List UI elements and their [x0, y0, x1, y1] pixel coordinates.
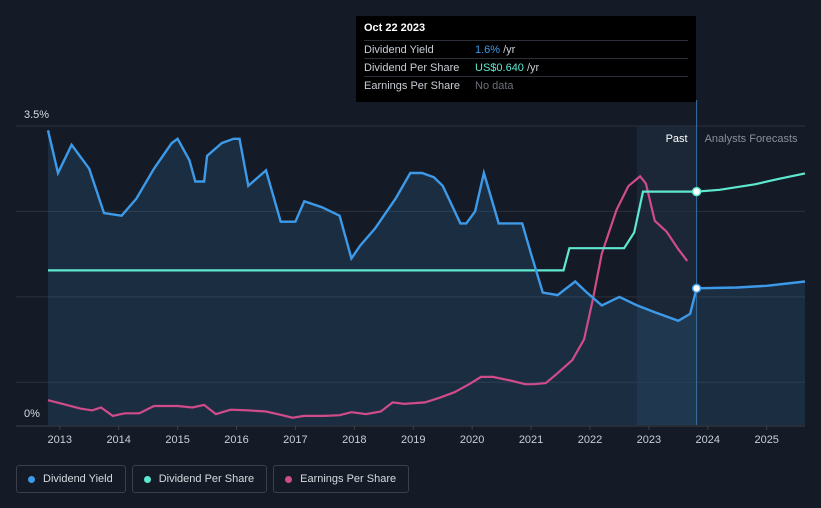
dps-hover-dot	[691, 186, 702, 197]
x-tick-label: 2024	[696, 434, 720, 446]
tooltip-value: US$0.640	[475, 61, 524, 74]
tooltip: Oct 22 2023 Dividend Yield 1.6% /yr Divi…	[356, 16, 696, 102]
x-tick-label: 2014	[106, 434, 130, 446]
eps-line	[47, 174, 689, 419]
legend: Dividend Yield Dividend Per Share Earnin…	[16, 465, 410, 493]
dps-line	[48, 172, 806, 272]
tooltip-row-yield: Dividend Yield 1.6% /yr	[364, 40, 688, 58]
legend-label: Dividend Yield	[43, 473, 113, 485]
tooltip-row-dps: Dividend Per Share US$0.640 /yr	[364, 58, 688, 76]
y-tick-label: 3.5%	[24, 109, 49, 121]
legend-label: Dividend Per Share	[158, 473, 255, 485]
dividend-per-share-dot-icon	[143, 475, 151, 483]
tooltip-value: 1.6%	[475, 43, 501, 56]
legend-label: Earnings Per Share	[300, 473, 397, 485]
x-tick-label: 2016	[224, 434, 248, 446]
tooltip-value: No data	[475, 79, 514, 92]
x-tick-label: 2023	[637, 434, 661, 446]
tooltip-row-eps: Earnings Per Share No data	[364, 76, 688, 94]
forecast-label: Analysts Forecasts	[705, 133, 798, 145]
legend-item-dividend-yield[interactable]: Dividend Yield	[16, 465, 126, 493]
dividend-yield-line	[46, 130, 806, 323]
tooltip-date: Oct 22 2023	[364, 22, 426, 34]
x-tick-label: 2022	[578, 434, 602, 446]
x-axis: 2013 2014 2015 2016 2017 2018 2019 2020 2021 2022…	[48, 426, 779, 446]
tooltip-label: Dividend Per Share	[364, 61, 460, 74]
dividend-yield-dot-icon	[28, 475, 35, 483]
y-axis: 0% 3.5%	[24, 109, 49, 420]
legend-item-earnings-per-share[interactable]: Earnings Per Share	[273, 465, 410, 493]
x-tick-label: 2025	[754, 434, 778, 446]
yield-hover-dot	[691, 283, 702, 294]
tooltip-label: Earnings Per Share	[364, 79, 460, 92]
x-tick-label: 2017	[283, 434, 307, 446]
earnings-per-share-dot-icon	[285, 475, 293, 483]
forecast-shade	[637, 126, 697, 425]
x-tick-label: 2020	[460, 434, 484, 446]
tooltip-unit: /yr	[526, 61, 540, 74]
legend-item-dividend-per-share[interactable]: Dividend Per Share	[131, 465, 268, 493]
x-tick-label: 2019	[401, 434, 425, 446]
hover-highlight	[636, 126, 697, 425]
tooltip-label: Dividend Yield	[364, 43, 434, 56]
x-tick-label: 2015	[165, 434, 189, 446]
x-tick-label: 2018	[342, 434, 366, 446]
y-tick-label: 0%	[24, 408, 40, 420]
tooltip-unit: /yr	[503, 43, 516, 56]
x-tick-label: 2021	[519, 434, 543, 446]
x-tick-label: 2013	[48, 434, 72, 446]
dividend-yield-area	[48, 130, 805, 426]
past-label: Past	[666, 133, 688, 145]
